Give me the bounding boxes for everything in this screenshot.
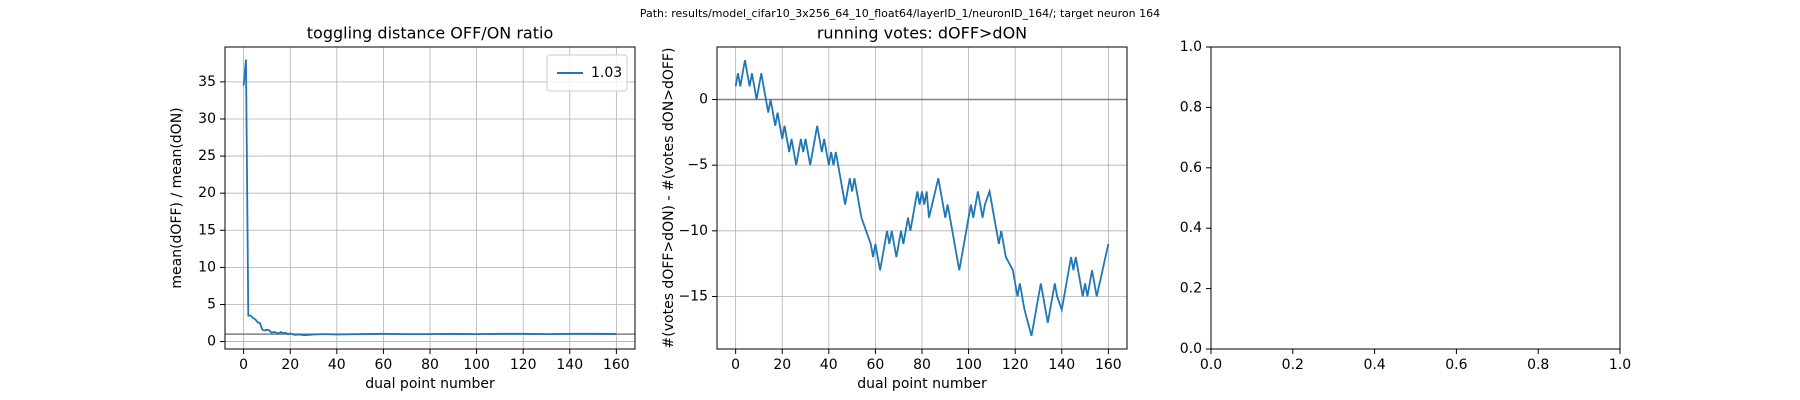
y-axis-label: mean(dOFF) / mean(dON) (169, 107, 185, 288)
axes-frame (224, 46, 636, 350)
x-tick-label: 160 (1095, 357, 1122, 373)
x-tick-label: 100 (955, 357, 982, 373)
data-line (242, 59, 617, 337)
y-axis-label: #(votes dOFF>dON) - #(votes dON>dOFF) (661, 48, 677, 349)
y-tick-label: 10 (198, 259, 216, 275)
y-tick-label: 30 (198, 111, 216, 127)
y-tick-label: 0.8 (1180, 99, 1202, 115)
axes-frame (716, 46, 1128, 350)
y-tick-label: 15 (198, 222, 216, 238)
y-tick-label: 0.0 (1180, 341, 1202, 357)
y-tick-label: 25 (198, 148, 216, 164)
x-tick-label: 60 (866, 357, 884, 373)
y-tick-label: 5 (207, 296, 216, 312)
x-tick-label: 120 (1002, 357, 1029, 373)
x-tick-label: 20 (281, 357, 299, 373)
y-tick-label: 0 (699, 92, 708, 108)
legend-label: 1.03 (591, 65, 622, 81)
x-axis-label: dual point number (365, 376, 495, 392)
y-tick-label: 0 (207, 334, 216, 350)
axes-title: running votes: dOFF>dON (817, 24, 1027, 43)
x-tick-label: 0.2 (1282, 357, 1304, 373)
x-tick-label: 140 (1048, 357, 1075, 373)
x-axis-label: dual point number (857, 376, 987, 392)
x-tick-label: 80 (913, 357, 931, 373)
y-tick-label: −5 (687, 157, 708, 173)
x-tick-label: 0.0 (1200, 357, 1222, 373)
x-tick-label: 60 (374, 357, 392, 373)
axes-title: toggling distance OFF/ON ratio (307, 24, 553, 43)
data-line (734, 59, 1110, 337)
x-tick-label: 120 (510, 357, 537, 373)
x-tick-label: 1.0 (1609, 357, 1631, 373)
y-tick-label: 0.4 (1180, 220, 1202, 236)
y-tick-label: −10 (678, 223, 708, 239)
x-tick-label: 0 (239, 357, 248, 373)
x-tick-label: 160 (603, 357, 630, 373)
figure-suptitle: Path: results/model_cifar10_3x256_64_10_… (640, 7, 1160, 20)
x-tick-label: 40 (328, 357, 346, 373)
x-tick-label: 40 (820, 357, 838, 373)
y-tick-label: 0.6 (1180, 160, 1202, 176)
x-tick-label: 0.4 (1363, 357, 1385, 373)
y-tick-label: 35 (198, 74, 216, 90)
y-tick-label: 20 (198, 185, 216, 201)
x-tick-label: 0.8 (1527, 357, 1549, 373)
x-tick-label: 80 (421, 357, 439, 373)
legend-box (546, 54, 628, 92)
axes-frame (1210, 46, 1621, 350)
y-tick-label: 1.0 (1180, 39, 1202, 55)
x-tick-label: 0.6 (1445, 357, 1467, 373)
x-tick-label: 20 (773, 357, 791, 373)
x-tick-label: 0 (731, 357, 740, 373)
x-tick-label: 100 (463, 357, 490, 373)
x-tick-label: 140 (556, 357, 583, 373)
y-tick-label: 0.2 (1180, 281, 1202, 297)
y-tick-label: −15 (678, 288, 708, 304)
